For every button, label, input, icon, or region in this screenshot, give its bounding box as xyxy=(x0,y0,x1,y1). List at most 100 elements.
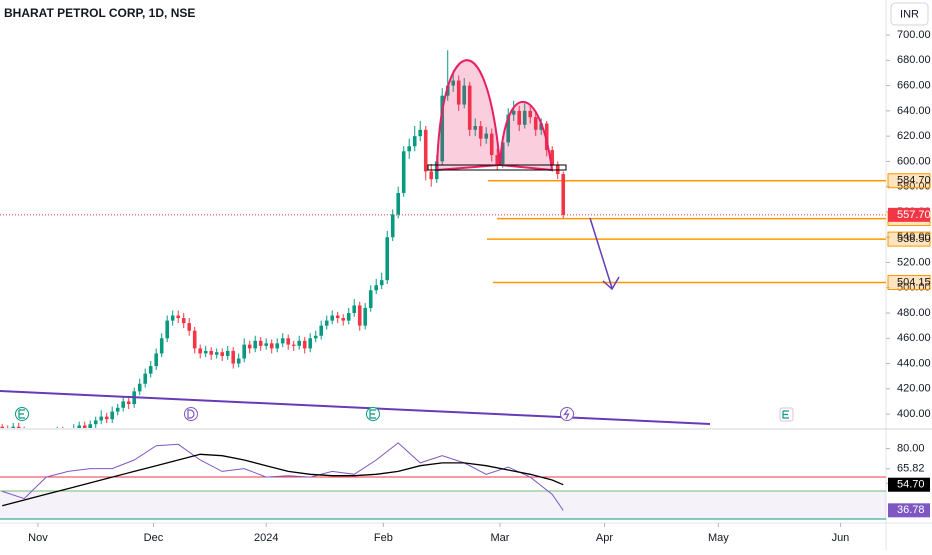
candle-body xyxy=(225,350,230,356)
y-tick-label: 600.00 xyxy=(897,155,931,167)
y-tick-label: 640.00 xyxy=(897,105,931,117)
split-glyph xyxy=(563,409,570,420)
y-tick-label: 700.00 xyxy=(897,29,931,41)
trend-line xyxy=(0,390,711,425)
candle-body xyxy=(539,123,544,130)
dividend-marker[interactable] xyxy=(184,407,198,421)
candle-body xyxy=(236,358,241,364)
last-price-label: 557.70 xyxy=(897,209,931,221)
shoulder-arc xyxy=(498,101,554,172)
rsi-tick-label: 65.82 xyxy=(897,463,925,475)
y-tick-label: 440.00 xyxy=(897,357,931,369)
candle-body xyxy=(297,340,302,346)
candle-body xyxy=(280,338,285,344)
head-arc xyxy=(435,59,502,172)
candle-body xyxy=(544,123,549,151)
candle-body xyxy=(313,335,318,339)
candle-body xyxy=(423,129,428,172)
candle-body xyxy=(308,338,313,349)
candle-body xyxy=(401,151,406,193)
candle-body xyxy=(429,171,434,180)
candle-body xyxy=(77,425,82,428)
candle-body xyxy=(506,114,511,143)
neckline-box xyxy=(427,164,567,171)
candle-body xyxy=(440,95,445,162)
x-tick-label: 2024 xyxy=(254,532,278,544)
event-markers xyxy=(15,407,794,422)
candle-body xyxy=(495,155,500,164)
rsi-line xyxy=(2,442,564,511)
x-tick-label: Dec xyxy=(144,532,164,544)
candle-body xyxy=(214,352,219,355)
candle-body xyxy=(291,344,296,346)
y-tick-label: 500.00 xyxy=(897,282,931,294)
candle-body xyxy=(407,146,412,152)
y-tick-label: 660.00 xyxy=(897,79,931,91)
marker-glyphs xyxy=(18,409,789,419)
candle-body xyxy=(396,192,401,215)
candle-body xyxy=(511,110,516,115)
candle-body xyxy=(335,315,340,319)
candle-body xyxy=(165,320,170,339)
candle-body xyxy=(143,373,148,384)
candle-body xyxy=(154,353,159,367)
candle-body xyxy=(247,344,252,349)
candle-body xyxy=(93,420,98,425)
candle-body xyxy=(346,313,351,321)
chart-title: BHARAT PETROL CORP, 1D, NSE xyxy=(4,6,195,20)
candle-body xyxy=(363,307,368,326)
candle-body xyxy=(528,110,533,118)
candle-body xyxy=(269,343,274,349)
candle-body xyxy=(16,426,21,428)
arrow-head xyxy=(602,276,620,291)
candle-body xyxy=(11,426,16,428)
candle-body xyxy=(181,318,186,324)
candle-body xyxy=(121,401,126,408)
candle-body xyxy=(231,350,236,364)
candle-body xyxy=(176,315,181,319)
candle-body xyxy=(302,340,307,349)
candle-body xyxy=(99,416,104,421)
candle-body xyxy=(137,383,142,392)
rsi-value-label: 36.78 xyxy=(897,504,925,516)
candle-body xyxy=(275,343,280,349)
candle-body xyxy=(374,285,379,291)
y-tick-label: 400.00 xyxy=(897,408,931,420)
candle-body xyxy=(418,129,423,137)
candle-body xyxy=(478,126,483,139)
candle-body xyxy=(104,416,109,420)
candle-body xyxy=(489,133,494,156)
y-tick-label: 620.00 xyxy=(897,130,931,142)
level-label-box xyxy=(887,173,931,189)
candle-body xyxy=(203,350,208,354)
candle-body xyxy=(517,110,522,125)
candle-body xyxy=(330,315,335,321)
currency-label[interactable]: INR xyxy=(900,8,919,20)
candle-body xyxy=(379,280,384,286)
y-tick-label: 680.00 xyxy=(897,54,931,66)
candle-body xyxy=(462,85,467,105)
rsi-value-box xyxy=(888,503,930,518)
candle-body xyxy=(385,237,390,281)
candle-body xyxy=(368,290,373,308)
drawings xyxy=(0,59,794,425)
candle-body xyxy=(187,323,192,331)
currency-button[interactable] xyxy=(890,2,929,26)
y-tick-label: 540.00 xyxy=(897,231,931,243)
candle-body xyxy=(264,343,269,346)
candle-body xyxy=(550,150,555,166)
level-label-box xyxy=(887,231,931,247)
candle-body xyxy=(82,425,87,428)
candle-body xyxy=(115,407,120,412)
level-label: 584.70 xyxy=(897,175,931,187)
rsi-band xyxy=(0,491,886,519)
candle-body xyxy=(192,330,197,349)
candle-body xyxy=(110,411,115,420)
candle-body xyxy=(467,85,472,130)
candle-body xyxy=(456,80,461,105)
level-label: 538.50 xyxy=(897,233,931,245)
y-tick-label: 520.00 xyxy=(897,256,931,268)
x-tick-label: Mar xyxy=(491,532,510,544)
x-tick-label: May xyxy=(708,532,729,544)
candle-body xyxy=(159,338,164,354)
